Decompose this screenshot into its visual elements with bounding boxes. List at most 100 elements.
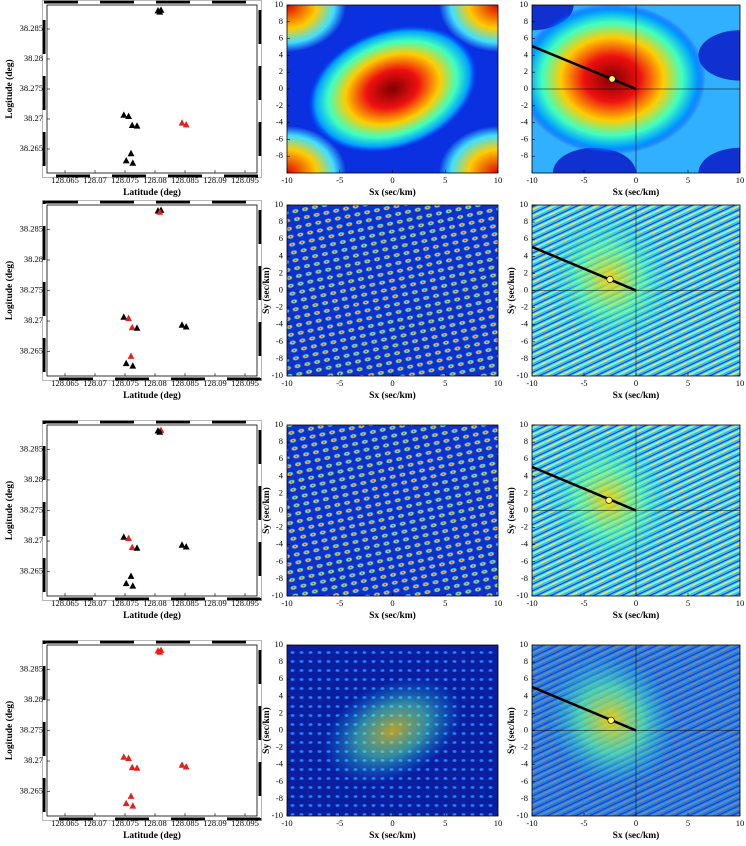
map-border (42, 0, 262, 178)
y-tick-label: 6 (279, 233, 283, 243)
x-tick-label: -5 (580, 378, 587, 388)
x-tick-label: -5 (580, 818, 587, 828)
x-tick-label: -5 (580, 175, 587, 185)
heatmap-blob (438, 125, 498, 173)
y-tick-label: -8 (276, 150, 283, 160)
station (128, 763, 136, 771)
heatmap-image (287, 205, 498, 376)
x-tick-label: 128.09 (203, 175, 226, 185)
y-tick-label: -4 (276, 319, 284, 329)
y-tick-label: 0 (524, 504, 528, 514)
x-axis-label: Sx (sec/km) (613, 187, 660, 198)
x-tick-label: -10 (281, 175, 292, 185)
x-axis-label: Sx (sec/km) (613, 390, 660, 401)
map-border (42, 200, 262, 381)
station (133, 122, 141, 129)
plot-frame (46, 644, 258, 817)
x-tick-label: 0 (634, 598, 638, 608)
y-tick-label: 8 (524, 656, 528, 666)
y-tick-label: 4 (524, 470, 529, 480)
x-tick-label: 10 (736, 818, 745, 828)
station (182, 543, 190, 550)
heatmap-bg (287, 425, 498, 596)
plot-frame (46, 4, 258, 174)
x-tick-label: 128.075 (111, 818, 139, 828)
y-tick-label: -4 (276, 539, 284, 549)
x-tick-label: 128.09 (203, 598, 226, 608)
x-tick-label: 128.065 (51, 598, 79, 608)
y-tick-label: -8 (521, 573, 528, 583)
y-tick-label: -2 (521, 742, 528, 752)
x-axis-label: Latitude (deg) (123, 830, 181, 841)
y-tick-label: 38.265 (20, 346, 43, 356)
x-tick-label: 128.065 (51, 818, 79, 828)
y-tick-label: 38.275 (20, 83, 43, 93)
y-tick-label: -4 (521, 759, 529, 769)
panel: -10 -5 0 5 10 -8 -6 -4 -2 0 2 4 6 8 10 Sx (sec/km) (275, 0, 503, 198)
panel: -10 -5 0 5 10 -10 -8 -6 -4 -2 0 2 4 6 8 10 Sx (sec/km) Sy… (506, 419, 744, 621)
x-tick-label: 10 (736, 175, 745, 185)
y-tick-label: 38.28 (24, 53, 43, 63)
y-tick-label: -6 (521, 133, 528, 143)
map-border (42, 420, 262, 601)
y-tick-label: -4 (276, 117, 284, 127)
peak-marker (605, 496, 613, 504)
y-axis-label: Sy (sec/km) (506, 267, 517, 314)
x-axis-label: Latitude (deg) (123, 610, 181, 621)
heatmap-blob (532, 5, 574, 31)
y-tick-label: -2 (276, 302, 283, 312)
panel: -10 -5 0 5 10 -10 -8 -6 -4 -2 0 2 4 6 8 10 Sx (sec/km) Sy… (261, 199, 502, 401)
y-tick-label: 10 (275, 199, 284, 209)
y-axis-label: Sy (sec/km) (261, 487, 272, 534)
peak-marker (608, 75, 616, 83)
station (133, 764, 141, 771)
x-tick-label: 0 (390, 598, 394, 608)
station (120, 111, 128, 118)
y-tick-label: -4 (521, 319, 529, 329)
station (125, 112, 132, 119)
heatmap-bg (287, 205, 498, 376)
y-tick-label: 38.27 (24, 113, 43, 123)
y-tick-label: -6 (276, 133, 283, 143)
y-tick-label: 8 (279, 16, 283, 26)
y-tick-label: -6 (276, 556, 283, 566)
heatmap-image (532, 645, 740, 816)
x-axis-label: Sx (sec/km) (369, 610, 416, 621)
station (156, 8, 164, 15)
y-tick-label: 4 (279, 470, 284, 480)
panel: 128.065 128.07 128.075 128.08 128.085 128.09 1… (4, 0, 262, 198)
y-tick-label: 38.27 (24, 315, 43, 325)
y-tick-label: 38.265 (20, 143, 43, 153)
station (129, 159, 137, 166)
x-tick-label: 0 (634, 818, 638, 828)
station (156, 208, 164, 215)
x-tick-label: -10 (526, 598, 537, 608)
map-border (42, 640, 262, 821)
y-tick-label: 38.275 (20, 724, 43, 734)
station (120, 753, 128, 760)
x-tick-label: 5 (443, 378, 447, 388)
y-tick-label: -2 (276, 100, 283, 110)
y-tick-label: -8 (276, 793, 283, 803)
x-axis-label: Latitude (deg) (123, 187, 181, 198)
azimuth-line (532, 465, 637, 512)
station (128, 323, 136, 331)
y-tick-label: 2 (279, 66, 283, 76)
y-tick-label: 0 (279, 83, 283, 93)
station (122, 799, 130, 807)
x-tick-label: 0 (634, 175, 638, 185)
y-tick-label: 38.28 (24, 694, 43, 704)
x-axis-label: Sx (sec/km) (369, 830, 416, 841)
panel: -10 -5 0 5 10 -10 -8 -6 -4 -2 0 2 4 6 8 10 Sx (sec/km) Sy… (506, 639, 745, 841)
station (120, 533, 128, 540)
y-tick-label: -10 (272, 370, 283, 380)
x-tick-label: 128.09 (203, 378, 226, 388)
x-tick-label: 5 (686, 818, 690, 828)
station (127, 572, 135, 579)
x-tick-label: 128.095 (231, 378, 259, 388)
x-tick-label: 5 (443, 818, 447, 828)
y-tick-label: 8 (524, 16, 528, 26)
station (122, 579, 130, 587)
station (182, 323, 190, 330)
